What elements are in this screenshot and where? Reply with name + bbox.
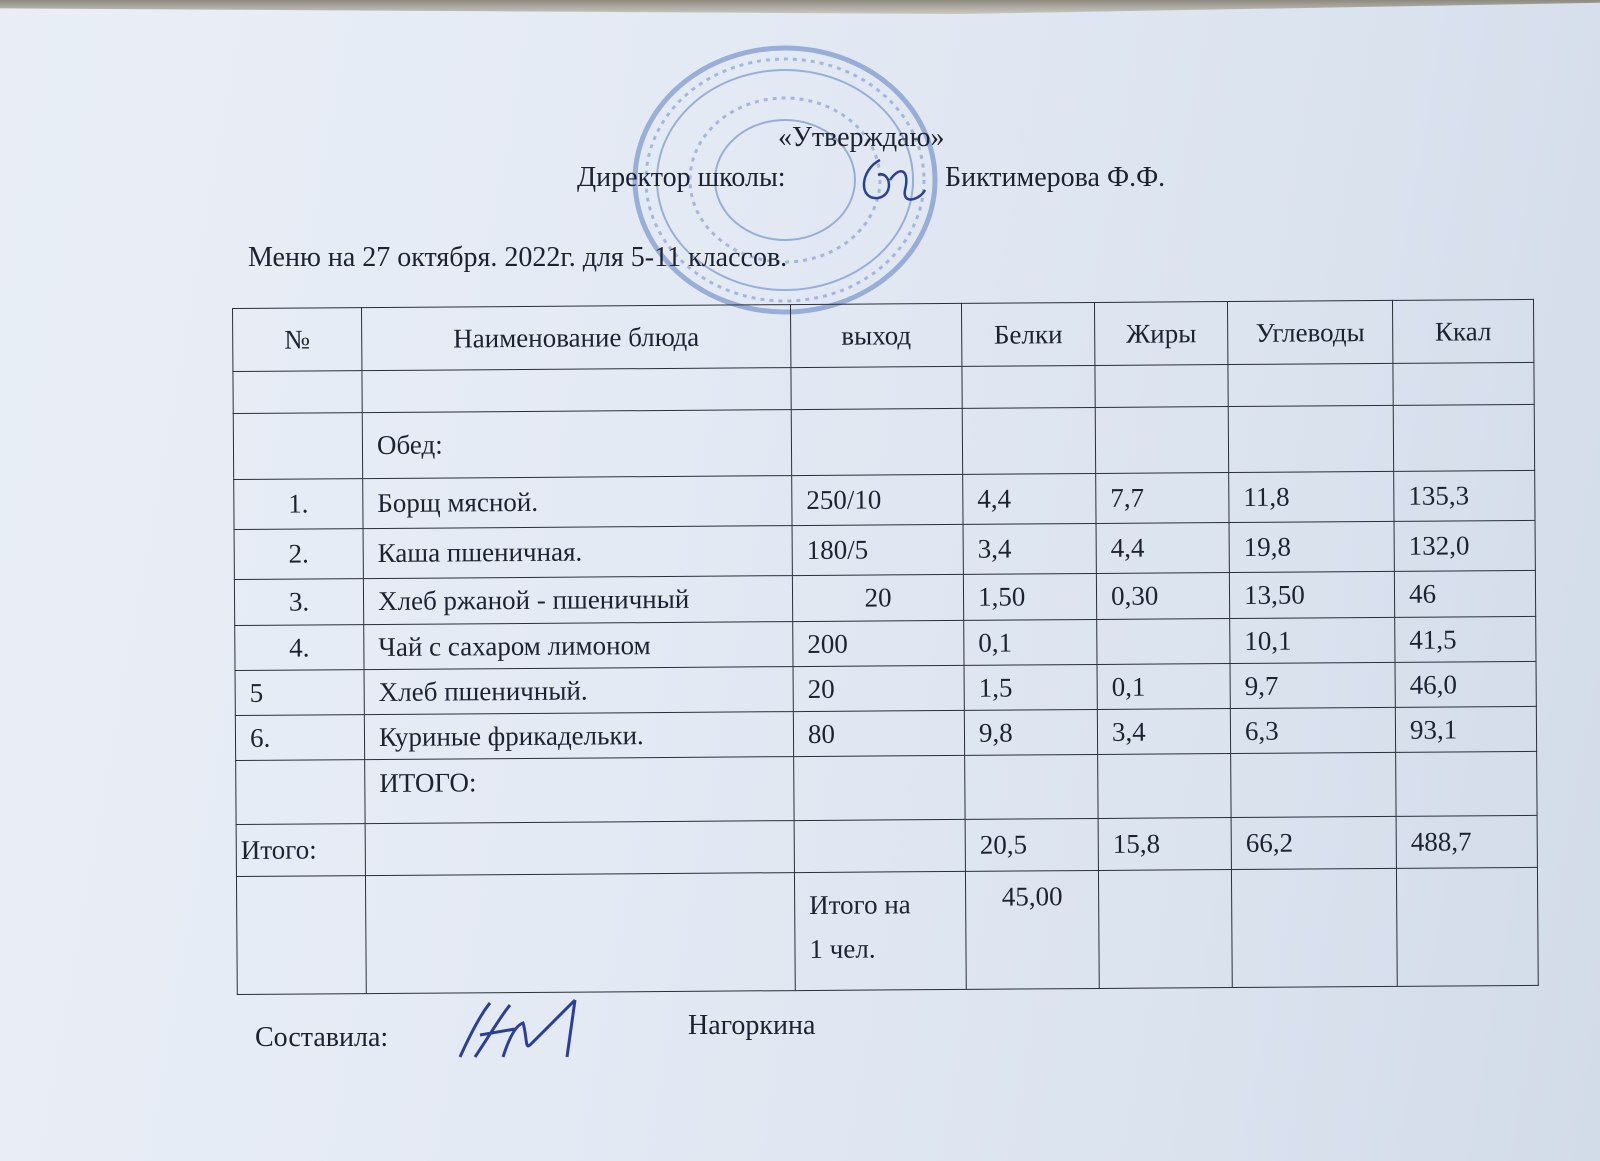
dish-kcal: 132,0 [1394, 520, 1536, 572]
dish-kcal: 46,0 [1395, 661, 1537, 708]
director-signature [862, 158, 927, 201]
dish-protein: 1,5 [964, 664, 1098, 711]
director-label: Директор школы: [577, 162, 786, 193]
col-header-kcal: Ккал [1392, 299, 1534, 364]
director-name: Биктимерова Ф.Ф. [945, 162, 1166, 193]
menu-table: № Наименование блюда выход Белки Жиры Уг… [232, 299, 1539, 995]
dish-fat: 3,4 [1097, 708, 1231, 755]
dish-protein: 0,1 [963, 619, 1098, 666]
per-person-label: Итого на 1 чел. [794, 871, 967, 991]
itogo-caps-row: ИТОГО: [235, 751, 1538, 825]
dish-kcal: 41,5 [1394, 616, 1536, 663]
col-header-carbs: Углеводы [1227, 300, 1393, 365]
dish-carbs: 13,50 [1229, 571, 1395, 619]
total-fat: 15,8 [1098, 817, 1232, 871]
dish-kcal: 46 [1394, 570, 1536, 618]
section-row: Обед: [233, 404, 1535, 480]
dish-carbs: 9,7 [1230, 662, 1396, 709]
official-stamp [632, 45, 938, 315]
dish-fat: 4,4 [1096, 522, 1230, 574]
per-person-value: 45,00 [965, 870, 1100, 990]
dish-name: Хлеб ржаной - пшеничный [363, 575, 793, 625]
row-number: 2. [234, 528, 364, 580]
dish-protein: 3,4 [963, 523, 1097, 575]
dish-yield: 20 [792, 574, 964, 622]
itogo-caps-label: ИТОГО: [364, 756, 795, 824]
dish-protein: 1,50 [963, 573, 1097, 621]
dish-fat: 7,7 [1095, 472, 1230, 524]
dish-yield: 20 [793, 665, 965, 712]
dish-carbs: 10,1 [1229, 617, 1396, 664]
dish-yield: 250/10 [791, 474, 964, 526]
dish-fat [1096, 618, 1231, 665]
compiled-label: Составила: [255, 1022, 389, 1053]
col-header-fat: Жиры [1094, 301, 1228, 366]
dish-carbs: 19,8 [1229, 521, 1395, 573]
menu-title: Меню на 27 октября. 2022г. для 5-11 клас… [248, 242, 788, 273]
dish-carbs: 11,8 [1228, 471, 1395, 523]
dish-yield: 180/5 [792, 524, 964, 576]
section-label: Обед: [362, 409, 792, 479]
per-person-label-line2: 1 чел. [809, 933, 876, 964]
col-header-yield: выход [790, 303, 962, 368]
compiler-signature [458, 998, 577, 1058]
compiled-name: Нагоркина [688, 1010, 816, 1041]
approval-heading: «Утверждаю» [778, 122, 945, 153]
dish-name: Чай с сахаром лимоном [363, 621, 794, 670]
table-row: 2. Каша пшеничная. 180/5 3,4 4,4 19,8 132,0 [234, 520, 1536, 580]
dish-name: Куриные фрикадельки. [364, 711, 794, 760]
dish-kcal: 93,1 [1395, 706, 1537, 753]
row-number: 3. [234, 578, 364, 626]
dish-name: Каша пшеничная. [363, 525, 793, 579]
dish-yield: 80 [793, 710, 965, 757]
total-carbs: 66,2 [1231, 816, 1397, 870]
table-header-row: № Наименование блюда выход Белки Жиры Уг… [232, 299, 1534, 372]
row-number: 1. [233, 478, 364, 530]
dish-fat: 0,1 [1097, 663, 1231, 710]
dish-name: Борщ мясной. [362, 475, 793, 529]
per-person-row: Итого на 1 чел. 45,00 [236, 867, 1539, 995]
row-number: 6. [235, 714, 365, 761]
dish-protein: 9,8 [964, 709, 1098, 756]
per-person-label-line1: Итого на [809, 889, 911, 920]
col-header-dish: Наименование блюда [361, 304, 791, 371]
row-number: 4. [234, 624, 365, 671]
table-row: 1. Борщ мясной. 250/10 4,4 7,7 11,8 135,3 [233, 470, 1536, 530]
dish-protein: 4,4 [962, 473, 1097, 525]
col-header-number: № [232, 307, 362, 372]
dish-carbs: 6,3 [1230, 707, 1396, 754]
col-header-protein: Белки [961, 302, 1095, 367]
dish-name: Хлеб пшеничный. [364, 666, 794, 715]
total-kcal: 488,7 [1396, 815, 1538, 869]
dish-yield: 200 [792, 620, 965, 667]
total-row: Итого: 20,5 15,8 66,2 488,7 [236, 815, 1538, 877]
dish-fat: 0,30 [1096, 572, 1230, 620]
dish-kcal: 135,3 [1393, 470, 1536, 522]
total-protein: 20,5 [965, 818, 1099, 872]
row-number: 5 [235, 669, 365, 716]
total-label: Итого: [236, 823, 366, 877]
